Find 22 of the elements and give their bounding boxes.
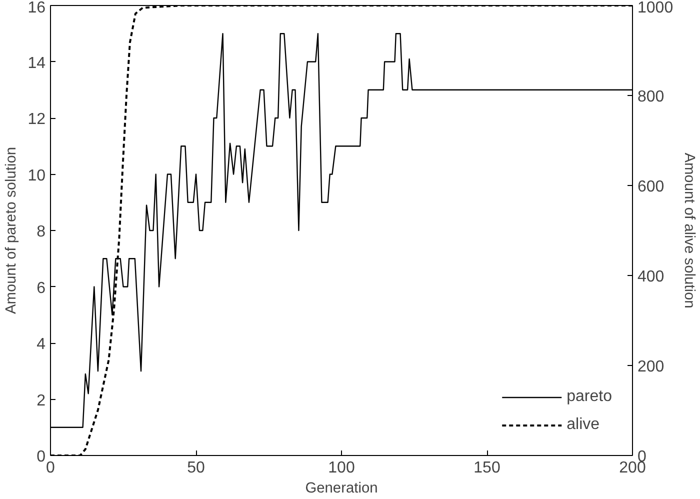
x-tick-label: 100 (328, 460, 355, 476)
y2-tick-label: 200 (638, 358, 664, 376)
y-tick-label: 8 (36, 224, 46, 240)
y2-tick-label: 800 (638, 88, 664, 106)
y-tick-label: 12 (28, 111, 46, 128)
legend-label: pareto (566, 388, 612, 406)
y2-tick-label: 600 (638, 178, 664, 196)
legend-label: alive (566, 416, 600, 434)
y2-axis-title: Amount of alive solution (681, 152, 698, 308)
y-tick-label: 14 (28, 54, 46, 72)
y-tick-label: 6 (36, 280, 46, 297)
y-tick-label: 10 (28, 167, 46, 184)
y2-tick-label: 400 (638, 268, 664, 286)
y-tick-label: 4 (36, 336, 46, 353)
x-tick-label: 150 (474, 460, 500, 476)
y-tick-label: 16 (28, 0, 46, 16)
y-tick-label: 0 (36, 448, 46, 466)
y2-tick-label: 1000 (638, 0, 674, 16)
x-tick-label: 50 (187, 460, 205, 476)
y-axis-title: Amount of pareto solution (4, 146, 20, 314)
y-tick-label: 2 (36, 392, 46, 410)
x-axis-title: Generation (305, 480, 378, 496)
